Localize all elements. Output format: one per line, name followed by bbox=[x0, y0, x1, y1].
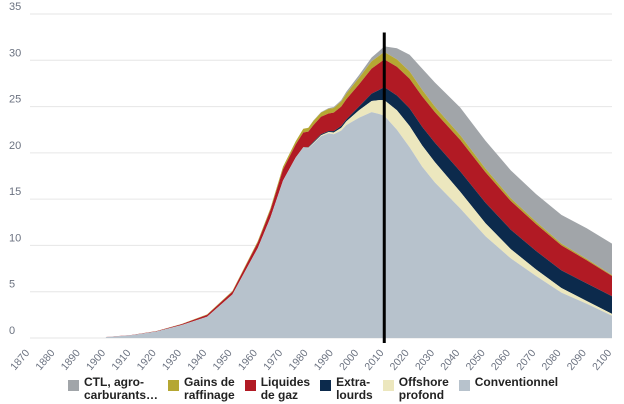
legend-item: Conventionnel bbox=[458, 375, 559, 391]
legend-swatch bbox=[244, 380, 256, 391]
y-axis-ticks: 0 5 10 15 20 25 30 35 bbox=[9, 1, 21, 337]
legend: CTL, agro- carburants… Gains de raffinage… bbox=[68, 376, 568, 402]
x-tick-label: 2040 bbox=[438, 347, 462, 373]
area-series bbox=[105, 46, 613, 338]
y-tick-label: 25 bbox=[9, 94, 21, 106]
legend-item: Liquides de gaz bbox=[244, 375, 311, 402]
x-tick-label: 1910 bbox=[109, 347, 133, 373]
x-tick-label: 2070 bbox=[514, 347, 538, 373]
x-tick-label: 2000 bbox=[337, 347, 361, 373]
x-tick-label: 2090 bbox=[565, 347, 589, 373]
x-tick-label: 1970 bbox=[261, 347, 285, 373]
legend-label: Extra- lourds bbox=[336, 375, 373, 402]
x-tick-label: 2020 bbox=[388, 347, 412, 373]
x-tick-label: 1870 bbox=[8, 347, 32, 373]
x-tick-label: 1990 bbox=[312, 347, 336, 373]
x-tick-label: 1950 bbox=[211, 347, 235, 373]
x-tick-label: 2050 bbox=[464, 347, 488, 373]
y-tick-label: 35 bbox=[9, 1, 21, 13]
x-tick-label: 1880 bbox=[33, 347, 57, 373]
y-tick-label: 10 bbox=[9, 232, 21, 244]
legend-item: CTL, agro- carburants… bbox=[68, 376, 158, 402]
x-axis-ticks: 1870 1880 1890 1900 1910 1920 1930 1940 1950 1960… bbox=[8, 347, 614, 373]
x-tick-label: 2100 bbox=[590, 347, 614, 373]
x-tick-label: 1930 bbox=[160, 347, 184, 373]
legend-label: Offshore profond bbox=[398, 375, 449, 402]
legend-swatch bbox=[458, 380, 470, 391]
legend-item: Offshore profond bbox=[382, 375, 449, 402]
x-tick-label: 2010 bbox=[362, 347, 386, 373]
y-tick-label: 5 bbox=[9, 279, 15, 291]
y-tick-label: 0 bbox=[9, 325, 15, 337]
x-tick-label: 1940 bbox=[185, 347, 209, 373]
x-tick-label: 1960 bbox=[236, 347, 260, 373]
legend-label: CTL, agro- carburants… bbox=[84, 375, 159, 402]
x-tick-label: 1920 bbox=[135, 347, 159, 373]
x-tick-label: 1890 bbox=[59, 347, 83, 373]
legend-label: Liquides de gaz bbox=[260, 375, 311, 402]
legend-swatch bbox=[320, 380, 332, 391]
y-tick-label: 20 bbox=[9, 140, 21, 152]
x-tick-label: 2080 bbox=[539, 347, 563, 373]
legend-label: Gains de raffinage bbox=[184, 375, 235, 402]
legend-swatch bbox=[168, 380, 180, 391]
legend-item: Extra- lourds bbox=[320, 376, 373, 402]
x-tick-label: 2060 bbox=[489, 347, 513, 373]
legend-swatch bbox=[382, 380, 394, 391]
y-tick-label: 30 bbox=[9, 47, 21, 59]
y-tick-label: 15 bbox=[9, 186, 21, 198]
x-tick-label: 2030 bbox=[413, 347, 437, 373]
x-tick-label: 1980 bbox=[286, 347, 310, 373]
area-conventionnel bbox=[105, 112, 613, 338]
area-ctl bbox=[105, 46, 613, 338]
x-tick-label: 1900 bbox=[84, 347, 108, 373]
legend-label: Conventionnel bbox=[474, 375, 559, 389]
legend-item: Gains de raffinage bbox=[168, 376, 235, 402]
legend-swatch bbox=[68, 380, 79, 391]
